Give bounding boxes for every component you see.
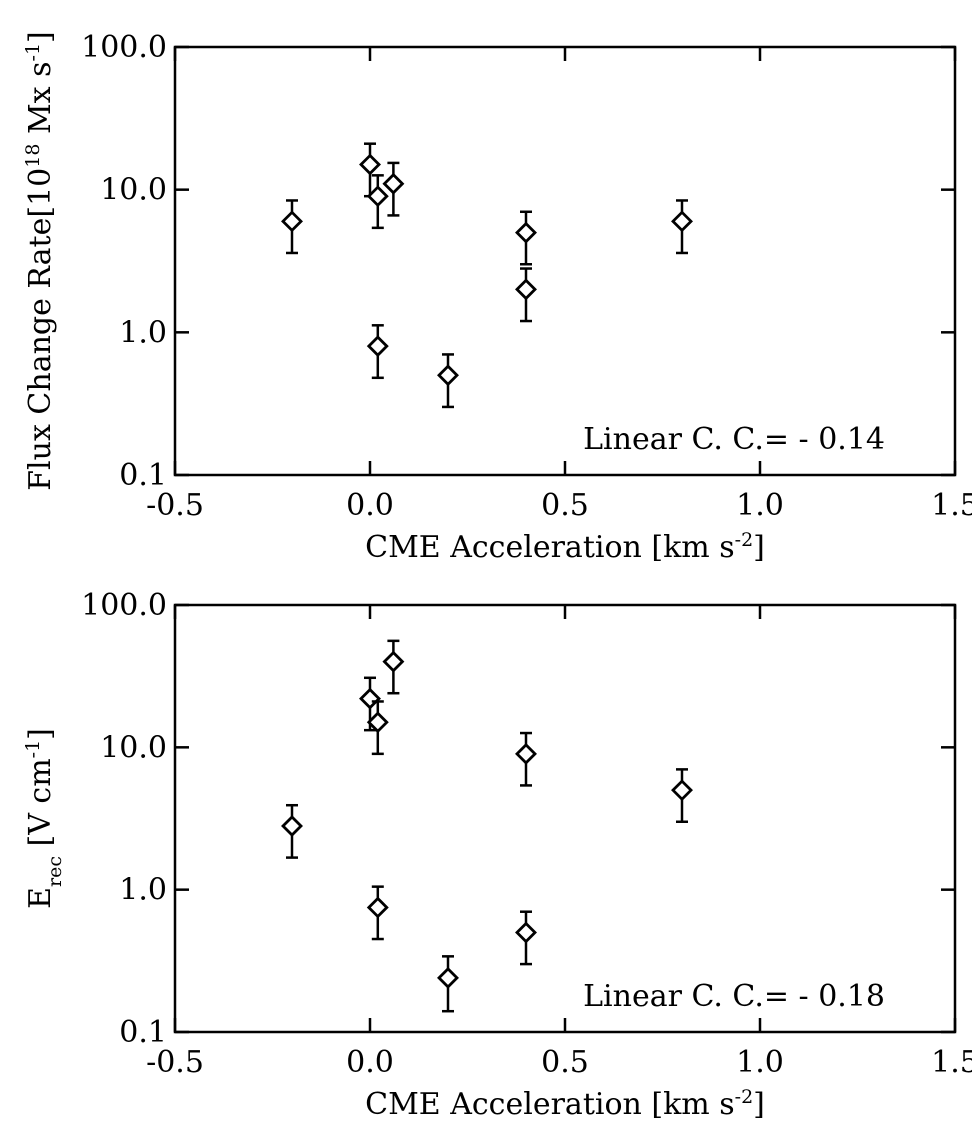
label-part: -1 [22, 740, 44, 759]
point [366, 896, 389, 919]
label-part: ] [23, 31, 58, 43]
x-tick-label: 0.5 [541, 488, 589, 523]
x-tick-label: 0.0 [346, 488, 394, 523]
point [281, 210, 303, 233]
x-tick-label: 1.0 [736, 488, 784, 523]
plot-frame [173, 45, 957, 477]
label-part: -2 [735, 1086, 754, 1108]
label-part: E [23, 887, 58, 909]
label-part: -2 [735, 529, 754, 551]
x-tick-label: -0.5 [146, 1045, 204, 1080]
label-part: -1 [22, 43, 44, 62]
label-part: ] [23, 728, 58, 740]
label-part: ] [753, 1087, 765, 1122]
point [515, 221, 537, 244]
label-part: Flux Change Rate[10 [23, 168, 58, 491]
point [281, 815, 303, 838]
point [382, 650, 405, 673]
point [515, 921, 537, 944]
y-axis-label: Flux Change Rate[1018 Mx s-1] [22, 31, 58, 491]
x-tick-label: 1.0 [736, 1045, 784, 1080]
label-part: CME Acceleration [km s [365, 1087, 735, 1122]
label-part: rec [44, 856, 66, 887]
y-tick-label: 10.0 [100, 730, 167, 765]
y-tick-label: 100.0 [81, 588, 167, 623]
x-tick-label: -0.5 [146, 488, 204, 523]
y-tick-label: 100.0 [81, 30, 167, 65]
point [366, 185, 389, 208]
point [359, 153, 381, 176]
point [382, 172, 405, 195]
x-tick-label: 1.5 [931, 1045, 972, 1080]
point [366, 711, 389, 734]
annotation: Linear C. C.= - 0.18 [583, 979, 885, 1014]
x-tick-label: 0.5 [541, 1045, 589, 1080]
point [437, 966, 459, 989]
point [671, 779, 693, 802]
label-part: Mx s [23, 61, 58, 143]
y-tick-label: 10.0 [100, 173, 167, 208]
point [515, 278, 537, 301]
x-tick-label: 0.0 [346, 1045, 394, 1080]
y-tick-label: 0.1 [119, 458, 167, 493]
point [359, 687, 381, 710]
y-tick-label: 1.0 [119, 873, 167, 908]
label-part: 18 [22, 144, 44, 168]
y-tick-label: 0.1 [119, 1015, 167, 1050]
annotation: Linear C. C.= - 0.14 [583, 422, 885, 457]
point [671, 210, 693, 233]
label-part: ] [753, 530, 765, 565]
point [437, 364, 459, 387]
y-axis-label: Erec [V cm-1] [22, 728, 66, 909]
label-part: [V cm [23, 758, 58, 856]
x-axis-label: CME Acceleration [km s-2] [365, 529, 765, 565]
x-axis-label: CME Acceleration [km s-2] [365, 1086, 765, 1122]
y-tick-label: 1.0 [119, 315, 167, 350]
point [366, 335, 389, 358]
label-part: CME Acceleration [km s [365, 530, 735, 565]
point [515, 742, 537, 765]
x-tick-label: 1.5 [931, 488, 972, 523]
